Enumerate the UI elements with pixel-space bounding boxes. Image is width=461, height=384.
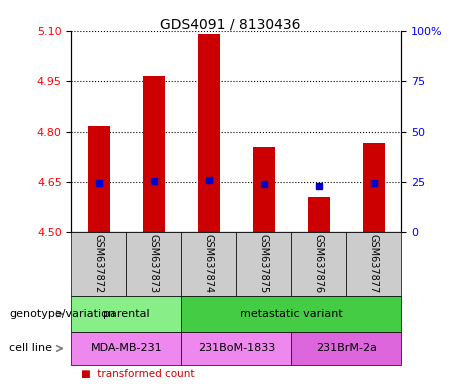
Bar: [143, 76, 165, 232]
Text: genotype/variation: genotype/variation: [9, 309, 115, 319]
Bar: [88, 126, 110, 232]
Text: GSM637876: GSM637876: [313, 235, 324, 293]
Bar: [198, 34, 220, 232]
Text: parental: parental: [103, 309, 150, 319]
Bar: [307, 197, 330, 232]
Text: cell line: cell line: [9, 343, 52, 354]
Text: metastatic variant: metastatic variant: [240, 309, 343, 319]
Text: 231BoM-1833: 231BoM-1833: [198, 343, 275, 354]
Text: GSM637872: GSM637872: [94, 234, 104, 294]
Text: GSM637873: GSM637873: [149, 235, 159, 293]
Text: ■  transformed count: ■ transformed count: [81, 369, 194, 379]
Bar: [363, 143, 384, 232]
Text: GSM637874: GSM637874: [204, 235, 214, 293]
Text: GSM637877: GSM637877: [369, 234, 378, 294]
Bar: [253, 147, 275, 232]
Text: GSM637875: GSM637875: [259, 234, 269, 294]
Text: GDS4091 / 8130436: GDS4091 / 8130436: [160, 17, 301, 31]
Text: 231BrM-2a: 231BrM-2a: [316, 343, 377, 354]
Text: MDA-MB-231: MDA-MB-231: [90, 343, 162, 354]
